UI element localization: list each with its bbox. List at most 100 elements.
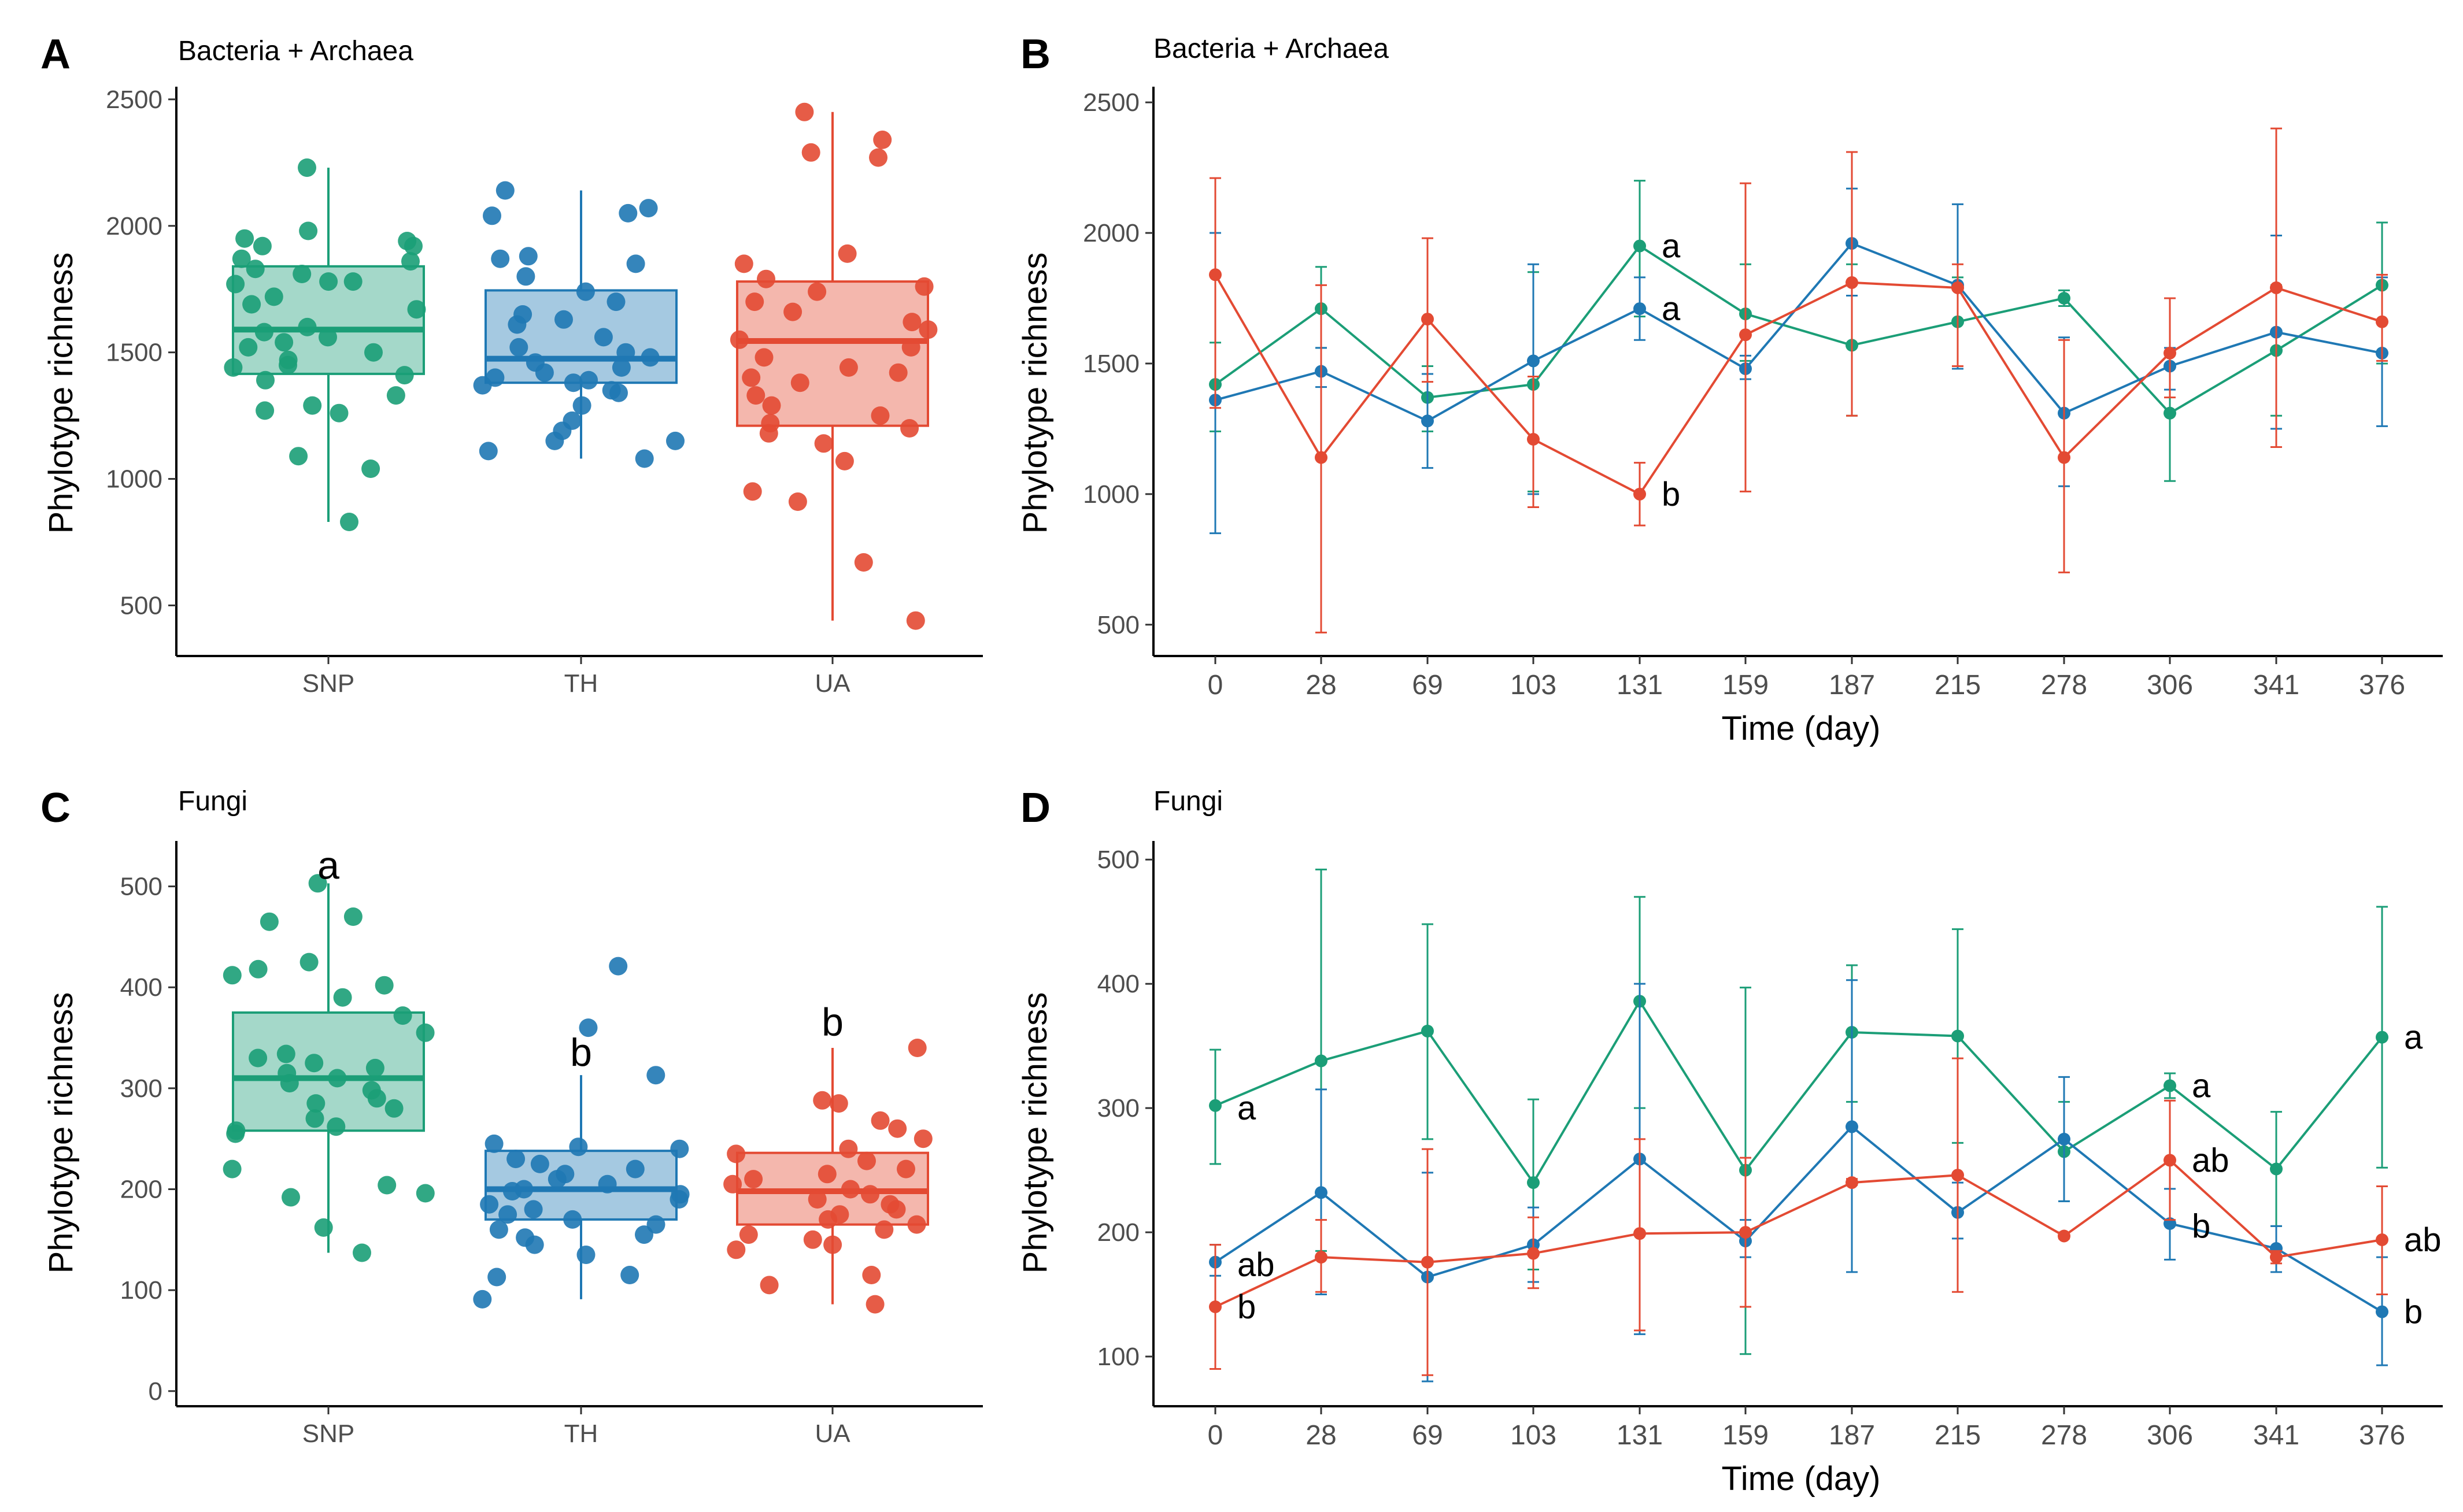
panel-b-x-tick-label: 28 <box>1306 670 1336 701</box>
panel-a-point-th <box>639 199 658 218</box>
panel-c-point-snp <box>305 1109 324 1128</box>
panel-d-x-tick-label: 306 <box>2147 1420 2193 1451</box>
panel-c-point-ua <box>908 1039 927 1057</box>
panel-c-point-ua <box>866 1295 885 1314</box>
panel-b-point-th <box>1421 414 1434 428</box>
panel-a-y-axis-label: Phylotype richness <box>42 253 80 534</box>
panel-d-point-ua <box>1209 1300 1222 1313</box>
panel-c-point-ua <box>907 1215 926 1234</box>
panel-c-point-ua <box>875 1220 894 1239</box>
panel-c-point-ua <box>871 1111 890 1130</box>
panel-a-point-snp <box>319 328 337 347</box>
panel-c-point-snp <box>306 1094 326 1113</box>
panel-c-subtitle: Fungi <box>178 786 247 817</box>
panel-c-point-snp <box>384 1099 404 1118</box>
panel-a-point-ua <box>790 373 809 392</box>
panel-d-point-th <box>2058 1132 2070 1146</box>
panel-c-point-ua <box>862 1266 881 1284</box>
panel-d-x-tick-label: 341 <box>2253 1420 2299 1451</box>
panel-a-x-tick-label-ua: UA <box>815 669 850 698</box>
panel-a-point-th <box>626 254 645 273</box>
panel-b-y-tick-label: 2500 <box>1083 88 1140 117</box>
panel-a-x-tick-label-th: TH <box>564 669 598 698</box>
panel-a-point-ua <box>919 320 938 339</box>
panel-d-series-line-th <box>1214 1125 2383 1313</box>
panel-c-point-snp <box>280 1074 299 1093</box>
panel-d-significance-label: b <box>2404 1294 2423 1331</box>
panel-d-x-tick-label: 28 <box>1306 1420 1336 1451</box>
panel-a: A Bacteria + Archaea Phylotype richness … <box>40 31 983 698</box>
panel-a-point-ua <box>839 358 858 377</box>
panel-a-point-th <box>554 310 573 329</box>
panel-c-point-snp <box>416 1023 435 1042</box>
panel-c-point-snp <box>249 959 268 979</box>
panel-d-x-tick-label: 103 <box>1510 1420 1556 1451</box>
panel-d-significance-label: ab <box>2192 1142 2229 1179</box>
panel-b-series-line-ua <box>1214 274 2383 496</box>
panel-a-point-th <box>579 370 598 390</box>
panel-c-point-snp <box>305 1054 324 1073</box>
panel-c-point-snp <box>333 988 352 1007</box>
panel-b-x-tick-label: 103 <box>1510 670 1556 701</box>
panel-a-point-ua <box>801 143 820 162</box>
panel-a-point-th <box>516 267 535 286</box>
panel-a-point-snp <box>330 403 349 423</box>
panel-c-point-snp <box>260 912 279 931</box>
panel-d-point-ua <box>1315 1251 1327 1264</box>
panel-a-point-th <box>564 373 583 392</box>
panel-d-significance-label: ab <box>2404 1221 2442 1259</box>
panel-a-point-th <box>509 338 528 357</box>
panel-a-point-th <box>666 431 685 450</box>
panel-b-significance-label: a <box>1662 228 1681 265</box>
panel-b-x-tick-label: 187 <box>1829 670 1875 701</box>
panel-c-point-snp <box>367 1089 386 1108</box>
panel-c-point-ua <box>727 1240 746 1259</box>
panel-a-point-th <box>576 282 595 301</box>
panel-c-point-th <box>548 1170 567 1189</box>
panel-c-y-tick-label: 0 <box>149 1377 162 1406</box>
panel-c-point-ua <box>841 1180 860 1199</box>
panel-b-series-line-th <box>1215 242 2383 423</box>
panel-a-point-snp <box>364 343 383 362</box>
panel-b-point-ua <box>1527 433 1540 446</box>
panel-a-point-ua <box>745 292 764 312</box>
panel-a-point-ua <box>757 269 775 288</box>
panel-a-point-ua <box>808 282 827 301</box>
panel-d-y-axis-label: Phylotype richness <box>1016 992 1054 1274</box>
panel-b-point-ua <box>2270 281 2283 294</box>
panel-c-point-ua <box>813 1091 832 1110</box>
panel-a-point-th <box>641 348 660 367</box>
panel-c-point-ua <box>819 1210 838 1229</box>
panel-d-point-snp <box>2164 1079 2176 1092</box>
panel-a-point-snp <box>289 447 308 466</box>
panel-c-point-th <box>480 1195 499 1214</box>
panel-b-x-axis-label: Time (day) <box>1722 710 1881 747</box>
panel-c-point-snp <box>299 953 319 972</box>
panel-b-point-ua <box>1846 276 1858 289</box>
panel-a-point-th <box>612 358 631 377</box>
panel-d-point-th <box>2376 1305 2388 1318</box>
panel-b-x-tick-label: 278 <box>2041 670 2087 701</box>
panel-a-point-ua <box>743 482 762 501</box>
panel-a-point-th <box>473 376 492 395</box>
panel-d-point-snp <box>1209 1099 1222 1112</box>
panel-d-point-ua <box>2058 1229 2070 1243</box>
panel-d-point-th <box>1315 1186 1327 1199</box>
panel-a-point-ua <box>871 406 890 425</box>
panel-a-point-snp <box>303 396 322 415</box>
panel-c-point-th <box>620 1266 639 1284</box>
panel-c-point-snp <box>353 1243 371 1262</box>
panel-a-y-tick-label: 2000 <box>106 212 162 240</box>
panel-c-point-th <box>598 1174 617 1194</box>
panel-d-point-th <box>1846 1120 1858 1133</box>
panel-d-point-snp <box>1421 1024 1434 1037</box>
panel-a-point-ua <box>814 434 833 453</box>
panel-a-point-th <box>483 206 501 225</box>
panel-c-point-snp <box>343 907 363 926</box>
panel-a-point-snp <box>386 386 405 405</box>
panel-a-point-snp <box>256 401 275 420</box>
panel-b-y-axis-label: Phylotype richness <box>1016 253 1054 534</box>
panel-c-point-ua <box>727 1144 746 1163</box>
panel-a-y-tick-label: 2500 <box>106 86 162 114</box>
panel-a-point-th <box>495 181 515 200</box>
